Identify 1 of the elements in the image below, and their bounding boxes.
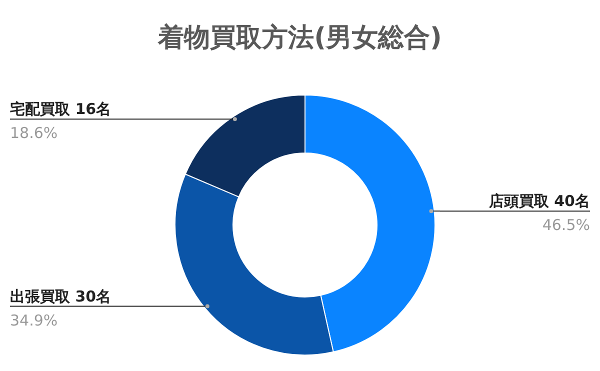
title: 着物買取方法(男女総合) [158, 23, 442, 53]
